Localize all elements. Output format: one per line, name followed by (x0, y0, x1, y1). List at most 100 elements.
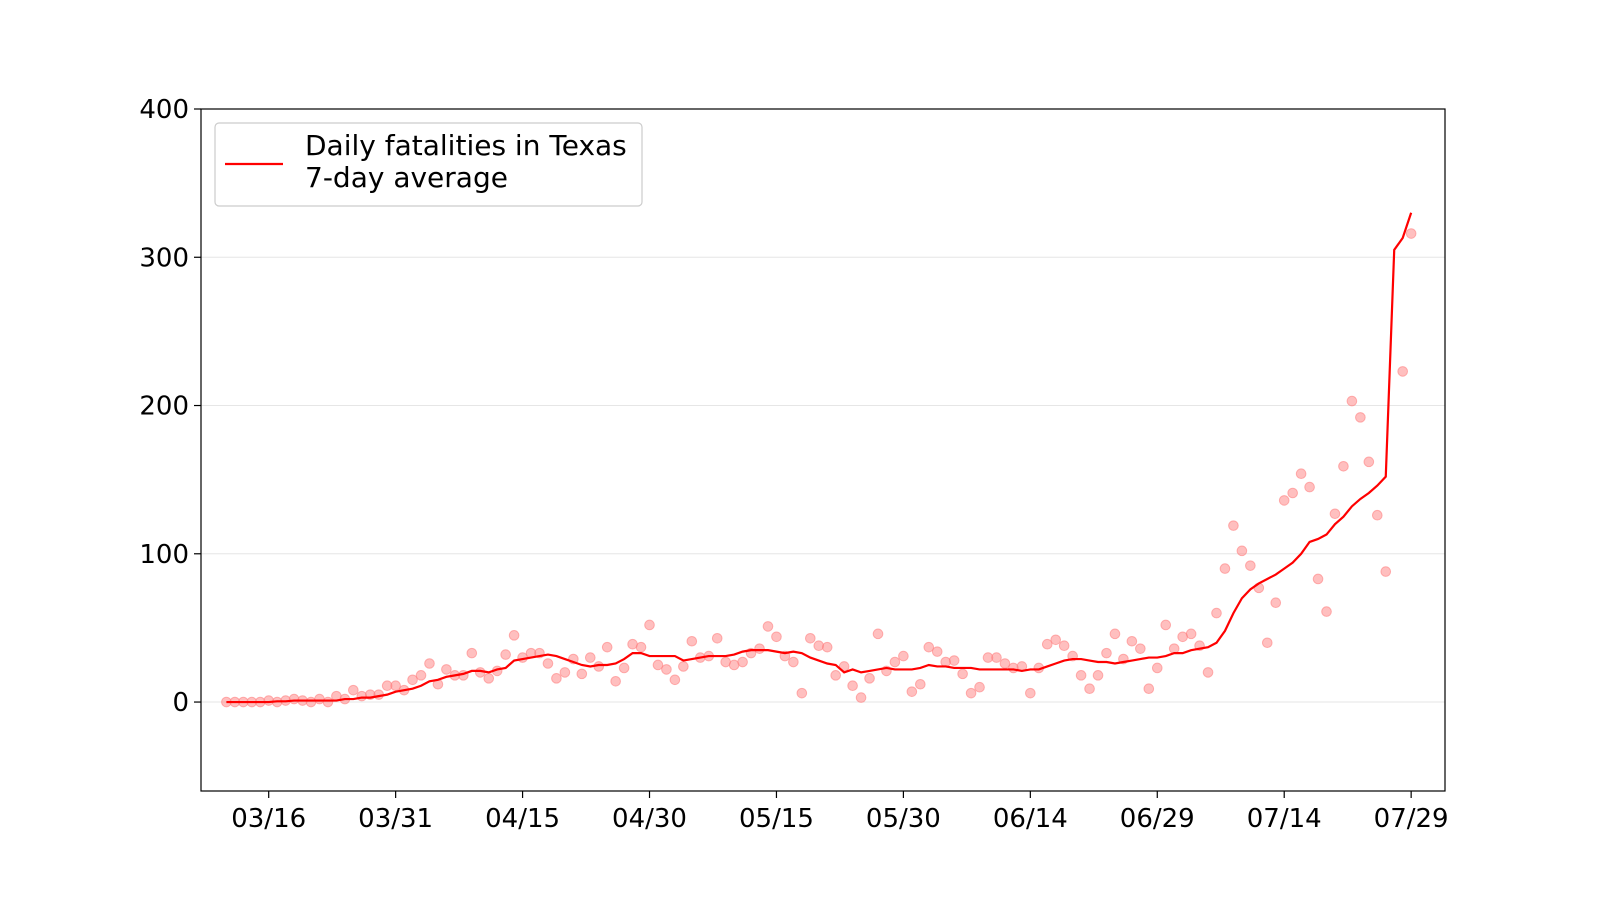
x-tick-label: 03/31 (358, 804, 433, 834)
data-point (576, 668, 588, 680)
data-point (263, 695, 275, 706)
data-point (788, 656, 799, 668)
data-point (847, 680, 858, 692)
x-tick-label: 04/30 (612, 804, 687, 834)
legend-box (214, 122, 643, 207)
data-point (991, 652, 1002, 663)
data-point (872, 628, 884, 640)
data-point (1270, 597, 1282, 609)
data-point (483, 673, 495, 684)
x-tick-label: 05/15 (739, 804, 814, 834)
data-point (678, 661, 689, 672)
data-point (762, 621, 774, 632)
data-point (686, 635, 698, 647)
data-point (500, 649, 511, 660)
data-point (348, 684, 359, 696)
data-point (1211, 607, 1222, 619)
data-point (1101, 647, 1112, 659)
legend-entry-7-day-average: 7-day average (305, 161, 508, 194)
data-point (711, 632, 723, 644)
y-axis: 0 100 200 300 400 (139, 95, 201, 718)
data-point (796, 687, 808, 699)
data-point (948, 655, 960, 666)
data-point (999, 658, 1011, 669)
data-point (1261, 637, 1273, 649)
data-point (1321, 606, 1332, 617)
data-point (821, 641, 833, 653)
daily-fatalities-points (221, 228, 1417, 708)
data-point (424, 658, 435, 669)
x-tick-label: 06/14 (993, 804, 1068, 834)
x-tick-label: 05/30 (866, 804, 941, 834)
data-point (1245, 560, 1256, 571)
data-point (931, 646, 943, 657)
data-point (1092, 670, 1104, 681)
data-point (610, 675, 621, 687)
data-point (441, 664, 452, 675)
data-point (1160, 619, 1172, 631)
data-point (1185, 628, 1197, 640)
data-point (1346, 395, 1358, 407)
data-point (906, 686, 918, 697)
x-axis: 03/16 03/31 04/15 04/30 05/15 05/30 06/14 06/29… (231, 791, 1449, 834)
data-point (1304, 481, 1315, 493)
data-point (661, 664, 672, 675)
data-point (1405, 228, 1417, 239)
data-point (356, 690, 368, 702)
data-point (898, 650, 909, 662)
data-point (644, 619, 655, 631)
data-point (618, 662, 630, 674)
x-tick-label: 06/29 (1120, 804, 1195, 834)
data-point (1008, 662, 1019, 674)
data-point (1126, 635, 1138, 647)
data-point (1380, 566, 1392, 577)
data-point (1135, 643, 1146, 654)
y-tick-label: 400 (139, 95, 189, 125)
x-tick-label: 07/14 (1247, 804, 1322, 834)
data-point (805, 632, 816, 644)
data-point (830, 670, 841, 681)
data-point (1329, 508, 1341, 520)
data-point (754, 643, 765, 654)
data-point (390, 680, 401, 692)
data-point (652, 659, 664, 671)
data-point (923, 641, 935, 653)
data-point (466, 647, 478, 659)
data-point (669, 674, 681, 686)
data-point (737, 656, 748, 668)
data-point (601, 641, 613, 653)
y-tick-label: 200 (139, 392, 189, 422)
data-point (1075, 670, 1087, 681)
data-point (415, 670, 427, 681)
data-point (1397, 366, 1408, 377)
legend: Daily fatalities in Texas 7-day average (214, 122, 643, 207)
data-point (1228, 520, 1239, 531)
data-point (635, 641, 647, 653)
data-point (771, 631, 782, 643)
data-point (864, 673, 875, 684)
data-point (542, 658, 554, 669)
data-point (1084, 683, 1095, 695)
data-point (957, 668, 968, 680)
data-point (551, 673, 562, 684)
data-point (1371, 509, 1383, 521)
legend-entry-daily-fatalities: Daily fatalities in Texas (305, 129, 627, 162)
y-tick-label: 0 (172, 688, 189, 718)
data-point (584, 652, 596, 663)
data-point (1025, 687, 1036, 699)
data-point (1058, 640, 1070, 652)
data-point (1219, 563, 1231, 574)
data-point (1355, 412, 1366, 423)
data-point (1295, 468, 1307, 480)
data-point (1363, 456, 1375, 468)
data-point (559, 667, 571, 678)
data-point (915, 678, 926, 690)
data-point (1050, 634, 1062, 646)
data-point (1287, 487, 1298, 499)
data-point (1312, 573, 1324, 585)
data-point (1151, 662, 1163, 674)
data-point (889, 656, 901, 668)
x-tick-label: 04/15 (485, 804, 560, 834)
data-point (1236, 545, 1248, 557)
